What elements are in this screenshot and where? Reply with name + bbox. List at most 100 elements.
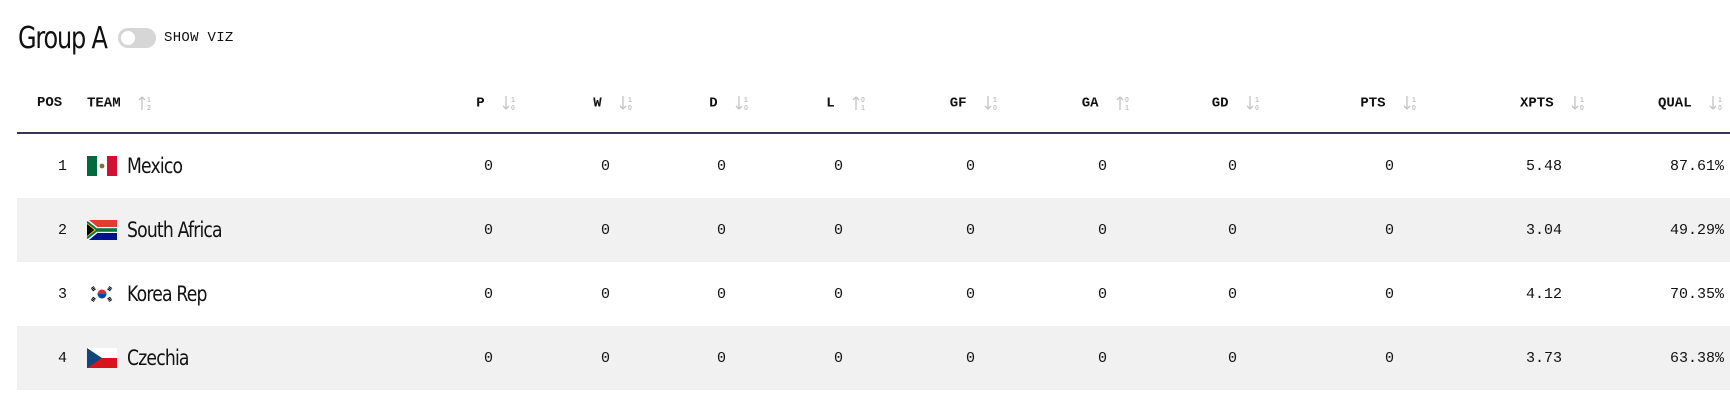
column-header-pos[interactable]: POS [17, 74, 77, 134]
svg-text:1: 1 [511, 97, 515, 104]
column-header-label: GF [949, 95, 967, 112]
cell-d: 0 [716, 157, 726, 175]
column-header-label: TEAM [87, 95, 121, 112]
svg-text:1: 1 [861, 105, 865, 112]
team-name: South Africa [127, 218, 223, 242]
row-position: 2 [17, 198, 77, 262]
cell-d: 0 [716, 285, 726, 303]
cell-w: 0 [600, 285, 610, 303]
svg-text:0: 0 [1255, 105, 1259, 112]
svg-text:1: 1 [628, 97, 632, 104]
show-viz-label: SHOW VIZ [164, 30, 234, 46]
column-header-gd[interactable]: GD 1 0 [1131, 74, 1261, 134]
column-header-label: XPTS [1519, 95, 1554, 112]
cell-pts: 0 [1261, 326, 1418, 390]
sort-desc-icon[interactable]: 1 0 [1570, 94, 1586, 112]
cell-xpts: 4.12 [1525, 285, 1562, 303]
table-header-row: POS TEAM 1 2 P 1 0 [17, 74, 1730, 134]
column-header-label: W [593, 95, 602, 112]
cell-p: 0 [483, 285, 493, 303]
svg-text:1: 1 [1412, 97, 1416, 104]
column-header-gf[interactable]: GF 1 0 [867, 74, 999, 134]
sort-desc-icon[interactable]: 1 0 [734, 94, 750, 112]
column-header-l[interactable]: L 0 1 [750, 74, 867, 134]
sort-desc-icon[interactable]: 1 0 [1402, 94, 1418, 112]
cell-gd: 0 [1131, 326, 1261, 390]
cell-gf: 0 [965, 157, 975, 175]
row-team[interactable]: Mexico [77, 133, 407, 198]
column-header-label: PTS [1360, 95, 1386, 112]
column-header-d[interactable]: D 1 0 [634, 74, 750, 134]
table-row: 3 Korea Rep [17, 262, 1730, 326]
svg-text:1: 1 [993, 97, 997, 104]
cell-p: 0 [407, 198, 517, 262]
column-header-label: GA [1081, 95, 1099, 112]
team-name: Czechia [127, 346, 189, 370]
svg-text:0: 0 [511, 105, 515, 112]
cell-ga: 0 [1097, 157, 1107, 175]
cell-p: 0 [407, 326, 517, 390]
column-header-label: POS [37, 95, 63, 111]
cell-qual: 70.35% [1669, 285, 1724, 303]
cell-xpts: 3.73 [1418, 326, 1586, 390]
table-row: 1 Mexico 0 0 0 0 0 0 0 0 5.48 [17, 133, 1730, 198]
czechia-flag-icon [87, 348, 117, 368]
team-name: Mexico [127, 154, 183, 178]
svg-text:1: 1 [147, 97, 151, 104]
show-viz-toggle[interactable] [118, 28, 156, 48]
sort-desc-icon[interactable]: 1 0 [1708, 94, 1724, 112]
svg-text:1: 1 [1255, 97, 1259, 104]
south-africa-flag-icon [87, 220, 117, 240]
cell-gf: 0 [965, 285, 975, 303]
sort-asc-icon[interactable]: 0 1 [851, 94, 867, 112]
cell-l: 0 [833, 157, 843, 175]
column-header-label: P [476, 95, 485, 112]
column-header-pts[interactable]: PTS 1 0 [1261, 74, 1418, 134]
column-header-p[interactable]: P 1 0 [407, 74, 517, 134]
cell-d: 0 [634, 198, 750, 262]
row-team[interactable]: Korea Rep [77, 262, 407, 326]
sort-a-z-icon[interactable]: 1 2 [137, 94, 153, 112]
row-position: 3 [57, 285, 67, 303]
cell-d: 0 [634, 326, 750, 390]
cell-gd: 0 [1227, 157, 1237, 175]
column-header-xpts[interactable]: XPTS 1 0 [1418, 74, 1586, 134]
column-header-label: D [709, 95, 718, 112]
team-name: Korea Rep [127, 282, 207, 306]
svg-text:0: 0 [744, 105, 748, 112]
cell-w: 0 [517, 326, 634, 390]
group-header: Group A SHOW VIZ [18, 18, 234, 58]
cell-gf: 0 [867, 326, 999, 390]
column-header-team[interactable]: TEAM 1 2 [77, 74, 407, 134]
svg-text:0: 0 [993, 105, 997, 112]
sort-desc-icon[interactable]: 1 0 [501, 94, 517, 112]
column-header-qual[interactable]: QUAL 1 0 [1586, 74, 1730, 134]
sort-desc-icon[interactable]: 1 0 [983, 94, 999, 112]
row-team[interactable]: Czechia [77, 326, 407, 390]
table-row: 2 South Africa [17, 198, 1730, 262]
cell-gd: 0 [1227, 285, 1237, 303]
cell-l: 0 [750, 326, 867, 390]
cell-pts: 0 [1384, 157, 1394, 175]
cell-ga: 0 [1097, 285, 1107, 303]
sort-desc-icon[interactable]: 1 0 [618, 94, 634, 112]
sort-asc-icon[interactable]: 0 1 [1115, 94, 1131, 112]
cell-ga: 0 [999, 326, 1131, 390]
column-header-ga[interactable]: GA 0 1 [999, 74, 1131, 134]
cell-gf: 0 [867, 198, 999, 262]
row-position: 1 [57, 157, 67, 175]
cell-xpts: 3.04 [1418, 198, 1586, 262]
cell-qual: 49.29% [1586, 198, 1730, 262]
svg-text:0: 0 [1412, 105, 1416, 112]
mexico-flag-icon [87, 156, 117, 176]
sort-desc-icon[interactable]: 1 0 [1245, 94, 1261, 112]
cell-ga: 0 [999, 198, 1131, 262]
group-title: Group A [18, 20, 108, 56]
row-team[interactable]: South Africa [77, 198, 407, 262]
cell-w: 0 [600, 157, 610, 175]
standings-table: POS TEAM 1 2 P 1 0 [17, 74, 1730, 390]
cell-qual: 87.61% [1669, 157, 1724, 175]
cell-pts: 0 [1261, 198, 1418, 262]
row-position: 4 [17, 326, 77, 390]
column-header-w[interactable]: W 1 0 [517, 74, 634, 134]
